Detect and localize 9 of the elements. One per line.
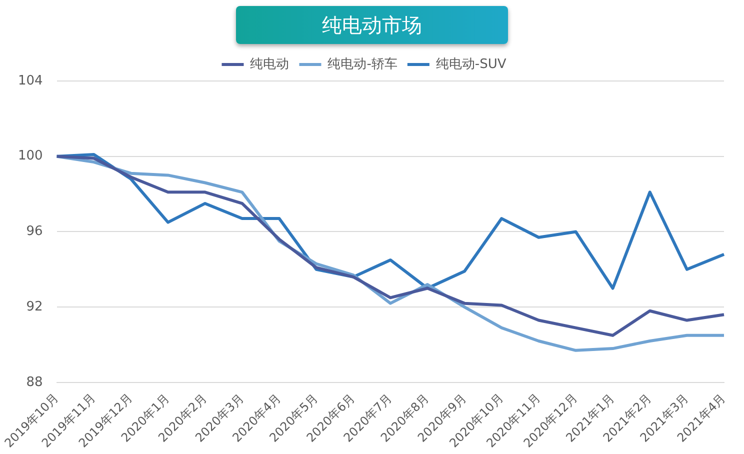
y-tick-label: 96 <box>26 224 43 240</box>
y-tick-label: 100 <box>18 148 43 164</box>
y-tick-label: 88 <box>26 374 43 390</box>
legend-label: 纯电动 <box>250 56 290 72</box>
legend-label: 纯电动-SUV <box>436 56 506 72</box>
legend-label: 纯电动-轿车 <box>328 56 398 72</box>
y-tick-label: 92 <box>26 299 43 314</box>
y-tick-label: 104 <box>18 73 43 88</box>
chart-title: 纯电动市场 <box>236 6 508 44</box>
